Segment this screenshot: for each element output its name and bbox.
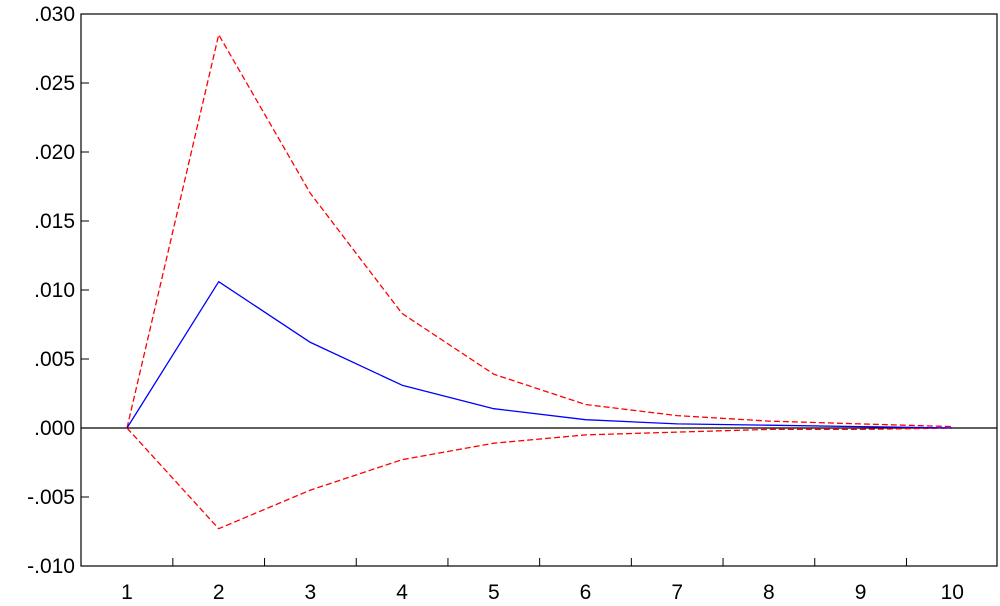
y-tick-label: .020 [34, 141, 75, 164]
y-tick-label: .025 [34, 72, 75, 95]
series-line-lower-band [126, 427, 953, 530]
x-tick-label: 6 [580, 581, 592, 604]
series-line-response [126, 281, 953, 429]
x-tick-label: 5 [488, 581, 500, 604]
y-tick-label: -.005 [27, 486, 75, 509]
x-tick-label: 7 [671, 581, 683, 604]
x-tick-label: 8 [763, 581, 775, 604]
x-tick-label: 1 [121, 581, 133, 604]
plot-frame [80, 13, 998, 567]
x-axis: 1 2 3 4 5 6 7 8 9 10 [121, 558, 964, 604]
x-tick-label: 9 [855, 581, 867, 604]
y-tick-label: .030 [34, 3, 75, 26]
series-layer [126, 34, 953, 530]
series-line-upper-band [126, 34, 953, 429]
y-tick-label: -.010 [27, 555, 75, 578]
y-tick-label: .015 [34, 210, 75, 233]
y-tick-label: .010 [34, 279, 75, 302]
y-axis: .030 .025 .020 .015 .010 .005 .000 -.005 -.010 [27, 3, 89, 578]
x-tick-label: 3 [305, 581, 317, 604]
plot-border [80, 13, 998, 567]
x-tick-label: 10 [941, 581, 964, 604]
x-tick-label: 2 [213, 581, 225, 604]
y-tick-label: .000 [34, 417, 75, 440]
x-tick-label: 4 [396, 581, 408, 604]
y-tick-label: .005 [34, 348, 75, 371]
